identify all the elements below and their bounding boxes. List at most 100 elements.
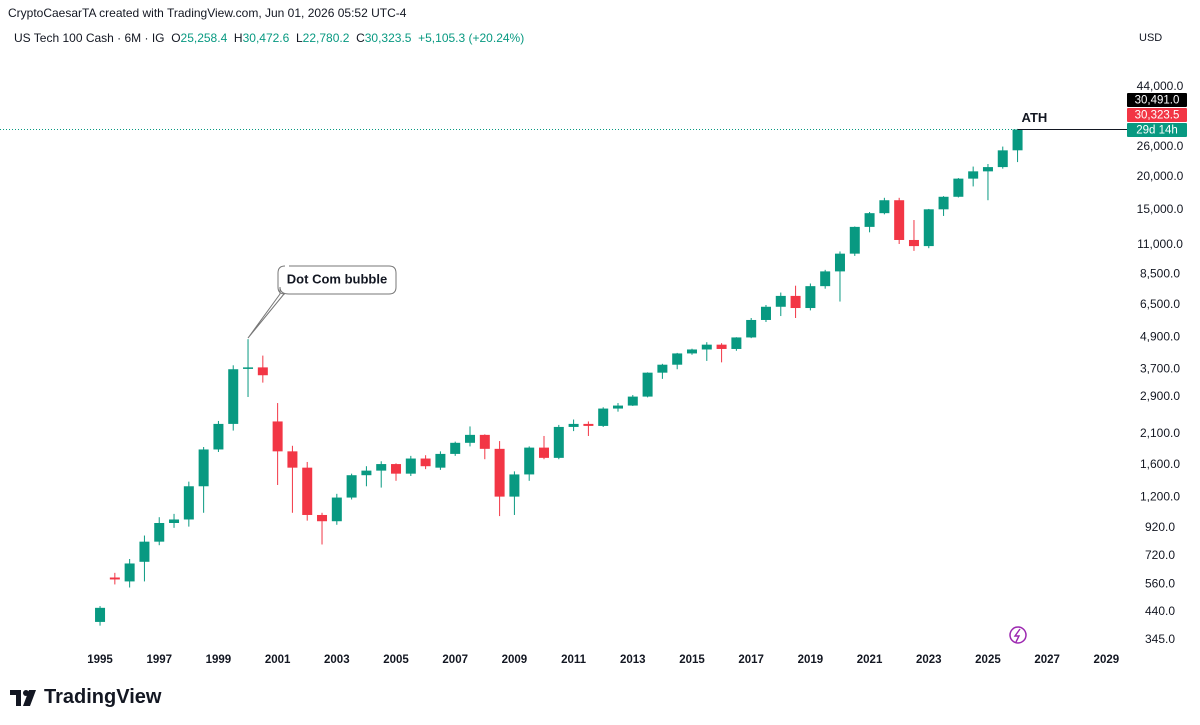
ohlc-key: O	[171, 31, 181, 45]
candle-body	[953, 178, 964, 197]
candle-body	[657, 364, 668, 373]
candle-body	[790, 295, 801, 309]
candle-body	[494, 448, 505, 497]
candle-body	[997, 150, 1008, 168]
candle-body	[302, 467, 313, 515]
candle-body	[213, 423, 224, 450]
x-tick-label: 2025	[975, 654, 1001, 666]
x-tick-label: 1997	[146, 654, 172, 666]
x-tick-label: 2013	[620, 654, 646, 666]
y-tick-label: 20,000.0	[1137, 169, 1184, 183]
candle-body	[760, 306, 771, 320]
candle-body	[968, 171, 979, 179]
symbol: US Tech 100 Cash · 6M · IG	[14, 31, 165, 45]
x-tick-label: 2017	[738, 654, 764, 666]
y-tick-label: 44,000.0	[1137, 79, 1184, 93]
ohlc-key: H	[233, 31, 243, 45]
x-tick-label: 2011	[561, 654, 587, 666]
candle-body	[376, 464, 387, 471]
callout: Dot Com bubble	[247, 265, 397, 339]
candle-body	[479, 434, 490, 449]
y-tick-label: 8,500.0	[1140, 267, 1180, 281]
y-tick-label: 920.0	[1145, 520, 1175, 534]
y-tick-label: 440.0	[1145, 604, 1175, 618]
y-tick-label: 345.0	[1145, 632, 1175, 646]
event-icon	[1009, 626, 1027, 644]
candle-body	[317, 514, 328, 522]
x-tick-label: 2019	[798, 654, 824, 666]
candle-body	[391, 464, 402, 474]
candle-body	[553, 426, 564, 458]
candle-body	[672, 353, 683, 365]
brand-logo	[10, 689, 36, 706]
y-tick-label: 2,900.0	[1140, 389, 1180, 403]
candle-body	[731, 337, 742, 349]
chart: Dot Com bubble 44,000.0 26,000.0 20,000.0 1…	[0, 79, 1187, 666]
x-tick-label: 2023	[916, 654, 942, 666]
candle-body	[908, 239, 919, 247]
candle-body	[982, 167, 993, 172]
price-tag-label: 29d 14h	[1136, 125, 1178, 137]
candle-body	[272, 421, 283, 452]
candle-body	[746, 319, 757, 338]
y-tick-label: 26,000.0	[1137, 139, 1184, 153]
candle-body	[894, 200, 905, 240]
candle-body	[627, 396, 638, 406]
callout-box	[247, 265, 397, 339]
y-tick-label: 6,500.0	[1140, 297, 1180, 311]
candle-body	[612, 405, 623, 409]
x-tick-label: 2009	[502, 654, 528, 666]
annotation: Dot Com bubble	[287, 271, 387, 286]
candle-body	[568, 423, 579, 427]
y-tick-label: 1,200.0	[1140, 490, 1180, 504]
brand-name: TradingView	[44, 686, 162, 708]
candle-body	[346, 475, 357, 498]
x-tick-label: 2027	[1034, 654, 1060, 666]
annotation: ATH	[1022, 110, 1048, 125]
candle-body	[287, 451, 298, 468]
price-tag-label: 30,491.0	[1135, 95, 1180, 107]
change: +5,105.3 (+20.24%)	[418, 31, 525, 45]
price-tag	[1127, 93, 1187, 107]
candle-body	[243, 367, 254, 369]
x-tick-label: 2001	[265, 654, 291, 666]
x-tick-label: 2029	[1094, 654, 1120, 666]
y-tick-label: 720.0	[1145, 548, 1175, 562]
y-tick-label: 3,700.0	[1140, 361, 1180, 375]
x-tick-label: 2015	[679, 654, 705, 666]
candle-body	[331, 497, 342, 522]
candle-body	[879, 200, 890, 214]
candle-body	[701, 344, 712, 350]
ohlc-value: 30,323.5	[364, 31, 412, 45]
ohlc-value: 22,780.2	[302, 31, 350, 45]
candle-body	[524, 447, 535, 475]
x-tick-label: 2005	[383, 654, 409, 666]
ohlc-key: L	[295, 31, 303, 45]
candle-body	[598, 408, 609, 426]
candle-body	[583, 423, 594, 426]
candle-body	[450, 442, 461, 454]
candle-body	[183, 486, 194, 520]
price-tag	[1127, 108, 1187, 122]
callout-edge	[277, 265, 286, 295]
y-tick-label: 4,900.0	[1140, 329, 1180, 343]
candle-body	[539, 447, 550, 458]
candle-body	[1012, 129, 1023, 151]
price-tag	[1127, 123, 1187, 137]
candle-body	[820, 271, 831, 287]
x-tick-label: 1999	[206, 654, 232, 666]
price-tag-label: 30,323.5	[1135, 110, 1180, 122]
x-tick-label: 2003	[324, 654, 350, 666]
x-tick-label: 2007	[442, 654, 468, 666]
candle-body	[435, 453, 446, 468]
candle-body	[849, 226, 860, 254]
candle-body	[716, 344, 727, 349]
ohlc-value: 25,258.4	[180, 31, 228, 45]
candle-body	[509, 474, 520, 497]
y-tick-label: 1,600.0	[1140, 457, 1180, 471]
candle-body	[642, 372, 653, 397]
candle-body	[124, 563, 135, 582]
candle-body	[109, 577, 120, 580]
candle-body	[686, 349, 697, 354]
